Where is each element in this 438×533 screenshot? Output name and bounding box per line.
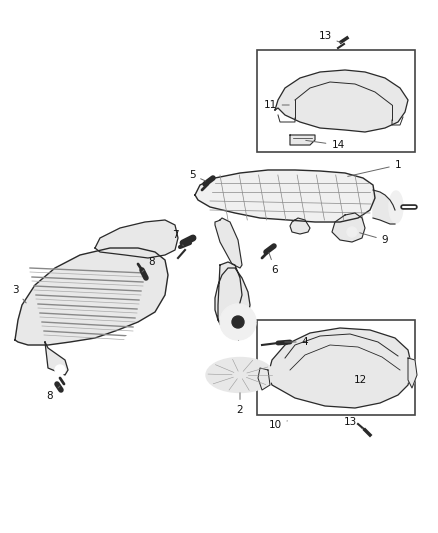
Bar — [257, 320, 415, 415]
Circle shape — [55, 365, 65, 375]
Polygon shape — [408, 358, 417, 388]
Polygon shape — [373, 190, 395, 224]
Polygon shape — [15, 248, 168, 345]
Circle shape — [220, 304, 256, 340]
Polygon shape — [290, 218, 310, 234]
Circle shape — [232, 316, 244, 328]
Polygon shape — [258, 368, 270, 390]
Text: 14: 14 — [306, 140, 345, 150]
Text: 9: 9 — [360, 233, 389, 245]
Text: 6: 6 — [269, 253, 278, 275]
Polygon shape — [45, 342, 68, 375]
Text: 3: 3 — [12, 285, 26, 303]
Text: 2: 2 — [237, 393, 244, 415]
Text: 8: 8 — [142, 257, 155, 272]
Bar — [257, 50, 415, 152]
Ellipse shape — [206, 358, 274, 392]
Text: 10: 10 — [268, 420, 287, 430]
Text: 13: 13 — [343, 417, 363, 429]
Polygon shape — [268, 328, 412, 408]
Text: 11: 11 — [263, 100, 289, 110]
Polygon shape — [215, 218, 242, 268]
Polygon shape — [95, 220, 178, 258]
Circle shape — [347, 227, 357, 237]
Ellipse shape — [389, 191, 403, 223]
Polygon shape — [275, 70, 408, 132]
Text: 8: 8 — [47, 386, 60, 401]
Text: 7: 7 — [172, 230, 184, 246]
Polygon shape — [215, 262, 250, 330]
Circle shape — [125, 335, 135, 345]
Text: 13: 13 — [318, 31, 342, 43]
Polygon shape — [195, 170, 375, 222]
Text: 1: 1 — [348, 160, 401, 176]
Polygon shape — [290, 135, 315, 145]
Polygon shape — [332, 213, 365, 242]
Text: 5: 5 — [189, 170, 205, 181]
Text: 12: 12 — [353, 375, 367, 385]
Text: 4: 4 — [285, 337, 308, 347]
